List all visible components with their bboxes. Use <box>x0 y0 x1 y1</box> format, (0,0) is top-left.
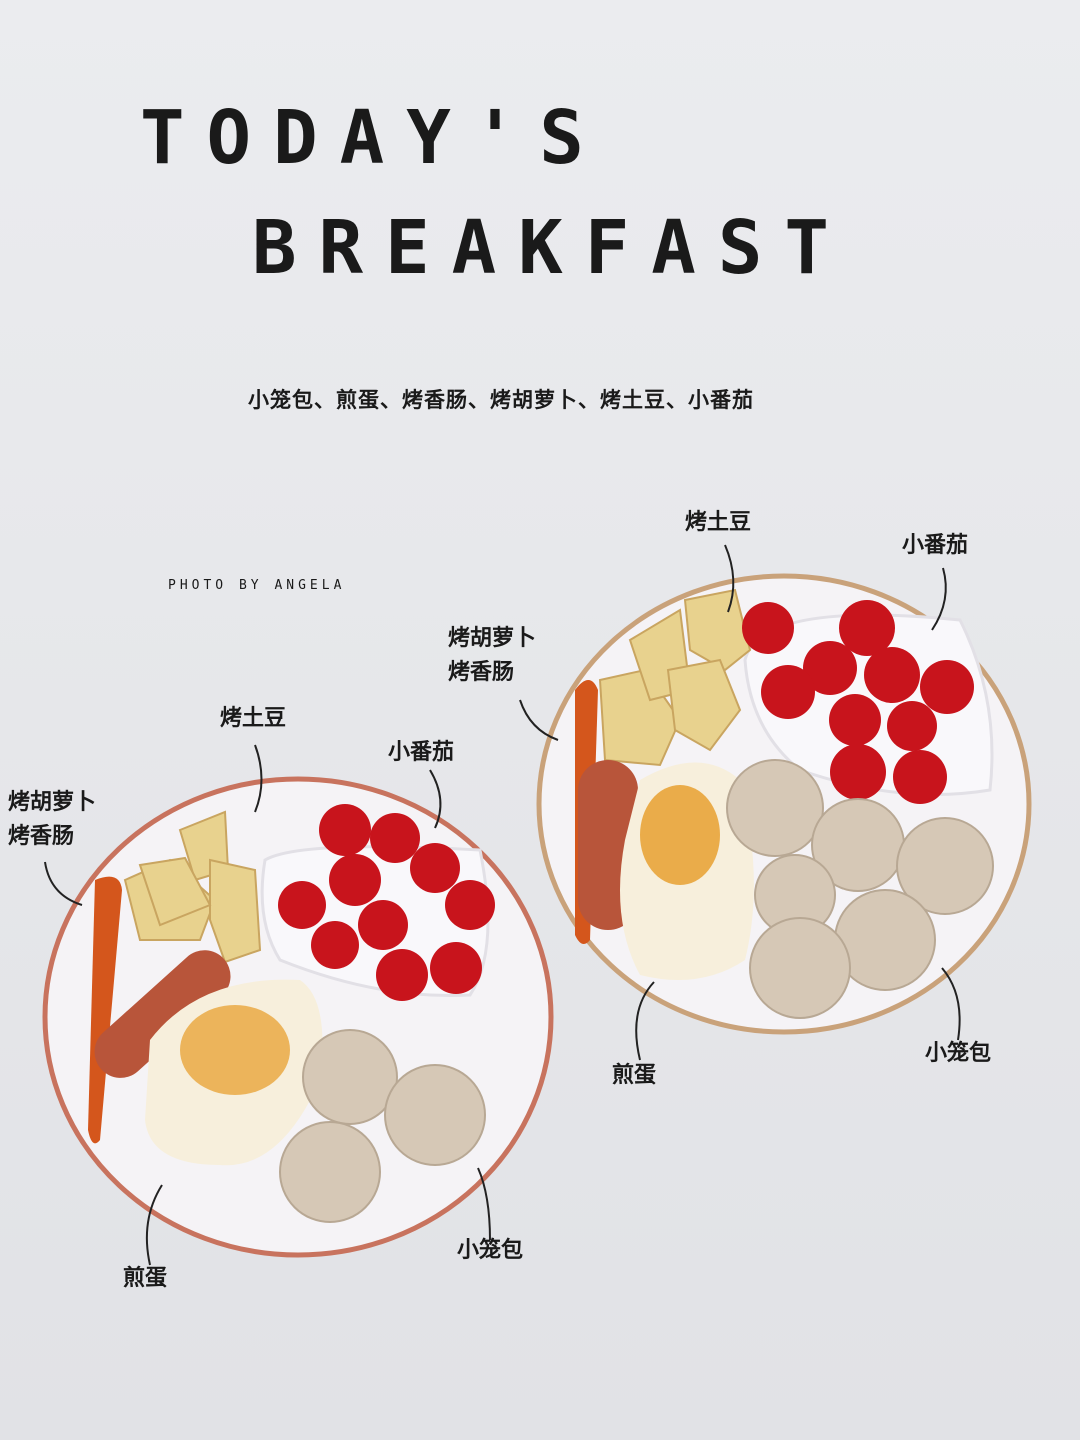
left-plate <box>42 776 554 1258</box>
photo-credit: PHOTO BY ANGELA <box>168 578 346 593</box>
label-sausage: 烤香肠 <box>8 824 75 849</box>
carrot <box>88 876 122 1144</box>
label-right-dumpling: 小笼包 <box>925 1041 992 1066</box>
tomatoes <box>278 804 495 1001</box>
title-line-1: TODAY'S <box>140 95 606 181</box>
label-right-tomato: 小番茄 <box>902 533 969 558</box>
subtitle: 小笼包、煎蛋、烤香肠、烤胡萝卜、烤土豆、小番茄 <box>248 388 754 412</box>
label-left-tomato: 小番茄 <box>388 740 455 765</box>
right-plate <box>536 573 1032 1035</box>
sausage <box>94 950 231 1078</box>
label-right-potato: 烤土豆 <box>685 510 752 535</box>
potatoes <box>123 810 262 964</box>
label-sausage: 烤香肠 <box>448 660 515 685</box>
label-carrot: 烤胡萝卜 <box>448 626 537 651</box>
label-right-carrot-sausage: 烤胡萝卜 烤香肠 <box>448 622 536 690</box>
label-left-carrot-sausage: 烤胡萝卜 烤香肠 <box>8 786 96 854</box>
label-carrot: 烤胡萝卜 <box>8 790 97 815</box>
title-line-2: BREAKFAST <box>252 205 851 291</box>
label-right-egg: 煎蛋 <box>612 1063 657 1088</box>
dumplings <box>279 1029 486 1223</box>
annotation-arrows <box>44 544 961 1266</box>
label-left-egg: 煎蛋 <box>123 1266 168 1291</box>
label-left-dumpling: 小笼包 <box>457 1238 524 1263</box>
label-left-potato: 烤土豆 <box>220 706 287 731</box>
